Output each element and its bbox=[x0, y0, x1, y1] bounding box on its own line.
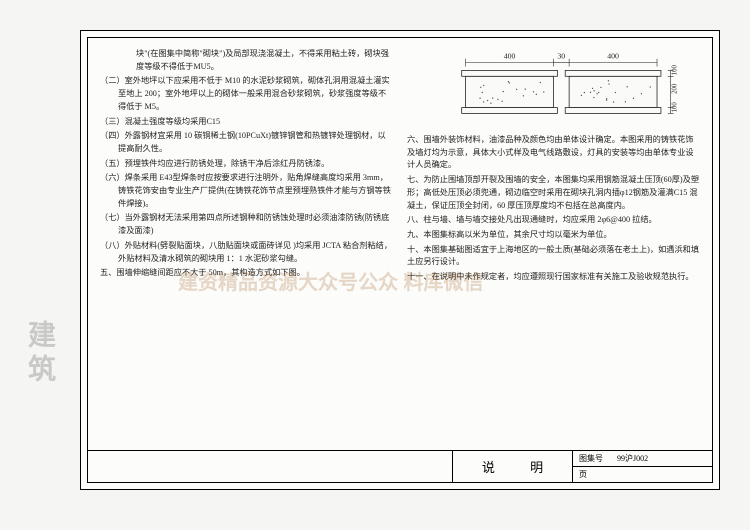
text-item: （八）外贴材料(劈裂贴面块，八肋贴面块或面砖详见 )均采用 JCTA 粘合剂粘结… bbox=[100, 240, 393, 265]
text-item: 块"(在图集中简称"砌块")及局部现浇混凝土，不得采用粘土砖，砌块强度等级不得低… bbox=[100, 48, 393, 73]
text-item: 七、为防止围墙顶部开裂及围墙的安全，本图集均采用钢筋混凝土压顶(60厚)及塑形；… bbox=[407, 174, 700, 212]
page-frame: 块"(在图集中简称"砌块")及局部现浇混凝土，不得采用粘土砖，砌块强度等级不得低… bbox=[80, 30, 720, 490]
page-row: 页 bbox=[573, 467, 712, 482]
svg-text:100: 100 bbox=[672, 64, 679, 75]
svg-text:30: 30 bbox=[557, 52, 565, 61]
text-item: （六）焊条采用 E43型焊条时应按要求进行注明外，贴角焊缝高度均采用 3mm，铸… bbox=[100, 172, 393, 210]
svg-text:100: 100 bbox=[672, 102, 679, 113]
text-item: （三）混凝土强度等级均采用C15 bbox=[100, 116, 393, 129]
drawing-set-row: 图集号 99沪J002 bbox=[573, 451, 712, 467]
text-item: 十一、在说明中未作规定者，均应遵照现行国家标准有关施工及验收规范执行。 bbox=[407, 271, 700, 284]
drawing-set-label: 图集号 bbox=[579, 453, 617, 464]
expansion-joint-diagram: 400 30 400 100 200 100 bbox=[407, 48, 700, 128]
text-item: 十、本图集基础图适宜于上海地区的一般土质(基础必须落在老土上)，如遇浜和填土应另… bbox=[407, 244, 700, 269]
svg-text:400: 400 bbox=[607, 52, 619, 61]
side-watermark: 建筑 bbox=[20, 320, 60, 388]
sheet-title: 说 明 bbox=[452, 451, 572, 482]
title-block: 说 明 图集号 99沪J002 页 bbox=[88, 450, 712, 482]
left-column: 块"(在图集中简称"砌块")及局部现浇混凝土，不得采用粘土砖，砌块强度等级不得低… bbox=[100, 48, 393, 446]
text-item: 九、本图集标高以米为单位，其余尺寸均以毫米为单位。 bbox=[407, 229, 700, 242]
text-item: （四）外露钢材宜采用 10 碳铜稀土钢(10PCuXt)镀锌钢管和热镀锌处理钢材… bbox=[100, 130, 393, 155]
text-item: 六、围墙外装饰材料，油漆品种及颜色均由单体设计确定。本图采用的铸铁花饰及墙灯均为… bbox=[407, 134, 700, 172]
page-label: 页 bbox=[579, 469, 617, 480]
content-area: 块"(在图集中简称"砌块")及局部现浇混凝土，不得采用粘土砖，砌块强度等级不得低… bbox=[88, 38, 712, 450]
right-column: 400 30 400 100 200 100 六、围墙外装饰材料，油漆品种及颜色均由单体设… bbox=[407, 48, 700, 446]
text-item: 八、柱与墙、墙与墙交接处凡出现通缝时，均应采用 2φ6@400 拉结。 bbox=[407, 214, 700, 227]
text-item: （二）室外地坪以下应采用不低于 M10 的水泥砂浆砌筑，砌体孔洞用混凝土灌实至地… bbox=[100, 75, 393, 113]
text-item: （七）当外露钢材无法采用第四点所述钢种和防锈蚀处理时必须油漆防锈(防锈底漆及面漆… bbox=[100, 212, 393, 237]
text-item: （五）预埋铁件均应进行防锈处理，除锈干净后涂红丹防锈漆。 bbox=[100, 158, 393, 171]
inner-frame: 块"(在图集中简称"砌块")及局部现浇混凝土，不得采用粘土砖，砌块强度等级不得低… bbox=[87, 37, 713, 483]
svg-text:200: 200 bbox=[672, 83, 679, 94]
drawing-set-value: 99沪J002 bbox=[617, 453, 648, 464]
text-item: 五、围墙伸缩缝间距应不大于 50m，其构造方式如下图。 bbox=[100, 267, 393, 280]
footer-spacer bbox=[88, 451, 452, 482]
sheet-info: 图集号 99沪J002 页 bbox=[572, 451, 712, 482]
svg-text:400: 400 bbox=[504, 52, 516, 61]
